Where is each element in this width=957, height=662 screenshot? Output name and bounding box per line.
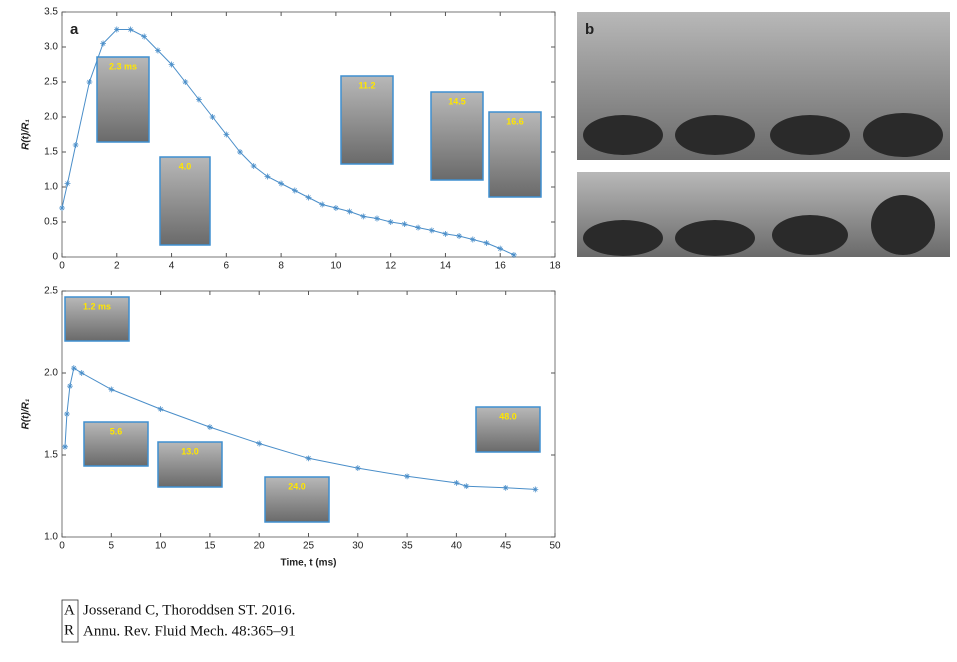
logo-letter: A: [64, 602, 75, 618]
inset-photo: [430, 91, 484, 181]
x-tick-label: 2: [114, 261, 120, 272]
inset-photo: [159, 156, 211, 246]
inset-label: 16.6: [506, 116, 524, 126]
y-tick-label: 2.0: [44, 368, 58, 379]
x-tick-label: 10: [155, 541, 167, 552]
inset-photo: [96, 56, 150, 143]
y-tick-label: 0.5: [44, 217, 58, 228]
panel-label: a: [70, 21, 79, 38]
data-line: [59, 26, 517, 258]
inset-label: 4.0: [179, 161, 192, 171]
x-tick-label: 35: [402, 541, 414, 552]
inset-photo: [83, 421, 149, 467]
inset-photo: [157, 441, 223, 488]
y-tick-label: 0: [52, 252, 58, 263]
inset-label: 13.0: [181, 446, 199, 456]
x-tick-label: 16: [495, 261, 507, 272]
y-axis-label: R(t)/R₁: [21, 119, 32, 150]
x-tick-label: 10: [330, 261, 342, 272]
inset-label: 2.3 ms: [109, 61, 137, 71]
citation: Annu. Rev. Fluid Mech. 48:365–91: [83, 623, 296, 639]
y-tick-label: 2.5: [44, 77, 58, 88]
x-tick-label: 6: [224, 261, 230, 272]
inset-label: 14.5: [448, 96, 466, 106]
inset-label: 24.0: [288, 481, 306, 491]
x-tick-label: 4: [169, 261, 175, 272]
y-tick-label: 3.0: [44, 42, 58, 53]
inset-label: 5.6: [110, 426, 123, 436]
y-tick-label: 1.5: [44, 450, 58, 461]
inset-label: 1.2 ms: [83, 301, 111, 311]
x-tick-label: 30: [352, 541, 364, 552]
panel-label: b: [585, 21, 594, 38]
x-tick-label: 18: [549, 261, 561, 272]
x-tick-label: 25: [303, 541, 315, 552]
y-tick-label: 1.0: [44, 532, 58, 543]
x-tick-label: 15: [204, 541, 216, 552]
inset-photo: [488, 111, 542, 198]
inset-photo: [340, 75, 394, 165]
photo-panel: [577, 12, 950, 257]
y-tick-label: 1.0: [44, 182, 58, 193]
data-line: [62, 365, 539, 493]
y-tick-label: 2.0: [44, 112, 58, 123]
y-tick-label: 2.5: [44, 286, 58, 297]
x-axis-label: Time, t (ms): [281, 558, 337, 569]
x-tick-label: 20: [254, 541, 266, 552]
x-tick-label: 45: [500, 541, 512, 552]
x-tick-label: 5: [109, 541, 115, 552]
logo-letter: R: [64, 622, 74, 638]
x-tick-label: 0: [59, 541, 65, 552]
inset-photo: [64, 296, 130, 342]
y-tick-label: 1.5: [44, 147, 58, 158]
x-tick-label: 8: [278, 261, 284, 272]
x-tick-label: 12: [385, 261, 397, 272]
inset-label: 11.2: [358, 80, 375, 90]
x-tick-label: 40: [451, 541, 463, 552]
x-tick-label: 50: [549, 541, 561, 552]
inset-photo: [475, 406, 541, 453]
inset-label: 48.0: [499, 411, 517, 421]
logo: A R: [61, 599, 79, 643]
y-tick-label: 3.5: [44, 7, 58, 18]
x-tick-label: 0: [59, 261, 65, 272]
citation: Josserand C, Thoroddsen ST. 2016.: [83, 602, 295, 618]
inset-photo: [264, 476, 330, 523]
y-axis-label: R(t)/R₁: [21, 398, 32, 429]
x-tick-label: 14: [440, 261, 452, 272]
